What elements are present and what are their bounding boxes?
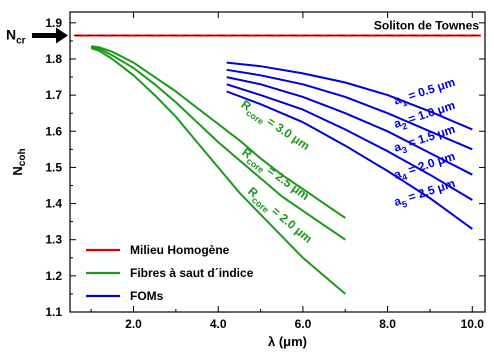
annotation-value: = 3.0 μm [262,113,313,154]
y-axis-title: Ncoh [10,148,28,175]
y-tick-label: 1.6 [45,124,62,138]
series-line-fibres-3 [90,47,346,295]
chart-series [74,34,481,295]
series-line-fibres-1 [91,45,346,219]
y-tick-label: 1.2 [45,269,62,283]
annotation-subscript: 5 [401,199,409,210]
legend-label: Fibres à saut d´indice [130,266,254,280]
annotation-subscript: 2 [401,121,409,132]
y-axis-symbol: N [10,166,25,175]
annotation-subscript: 4 [401,172,409,183]
y-tick-label: 1.9 [45,16,62,30]
x-tick-label: 4.0 [210,317,227,331]
legend: Milieu Homogène Fibres à saut d´indice FOM… [86,243,254,303]
ncr-arrow [32,27,68,44]
annotation-subscript: 1 [401,97,409,108]
y-tick-label: 1.5 [45,160,62,174]
townes-soliton-label: Soliton de Townes [374,18,479,32]
y-tick-label: 1.4 [45,197,62,211]
chart-ticks: 2.0 4.0 6.0 8.0 10.0 1.1 1.2 1.3 1.4 1.5 1.6 1.7 1.8… [45,12,485,331]
y-tick-label: 1.7 [45,88,62,102]
annotation-symbol: a [392,139,403,154]
annotation-value: = 1.5 μm [403,122,456,151]
annotation-value: = 2.0 μm [266,202,315,246]
series-line-fibres-2 [90,46,346,241]
x-tick-label: 8.0 [379,317,396,331]
legend-label: Milieu Homogène [130,243,230,257]
x-axis-title: λ (μm) [268,334,307,349]
curve-annotation: a5 = 2.5 μm [392,176,458,212]
series-line-foms-7 [226,83,473,201]
annotation-symbol: a [392,115,403,130]
x-tick-label: 6.0 [295,317,312,331]
annotation-subscript: 3 [401,144,409,155]
series-line-foms-8 [226,90,473,230]
ncr-symbol: N [6,26,16,42]
ncr-subscript: cr [16,35,26,46]
annotation-symbol: a [392,166,403,181]
plot-frame [69,11,486,313]
series-line-foms-6 [226,76,473,176]
annotation-symbol: a [392,92,403,107]
annotation-value: = 2.5 μm [403,176,456,205]
series-line-foms-4 [226,61,473,131]
legend-label: FOMs [130,289,164,303]
y-tick-label: 1.3 [45,233,62,247]
ncr-label: Ncr [6,26,26,46]
x-tick-label: 2.0 [125,317,142,331]
series-line-foms-5 [226,68,473,151]
annotation-symbol: a [392,193,403,208]
annotation-value: = 2.5 μm [262,161,312,203]
y-tick-label: 1.1 [45,305,62,319]
y-axis-subscript: coh [17,148,28,166]
y-tick-label: 1.8 [45,52,62,66]
x-tick-label: 10.0 [461,317,485,331]
